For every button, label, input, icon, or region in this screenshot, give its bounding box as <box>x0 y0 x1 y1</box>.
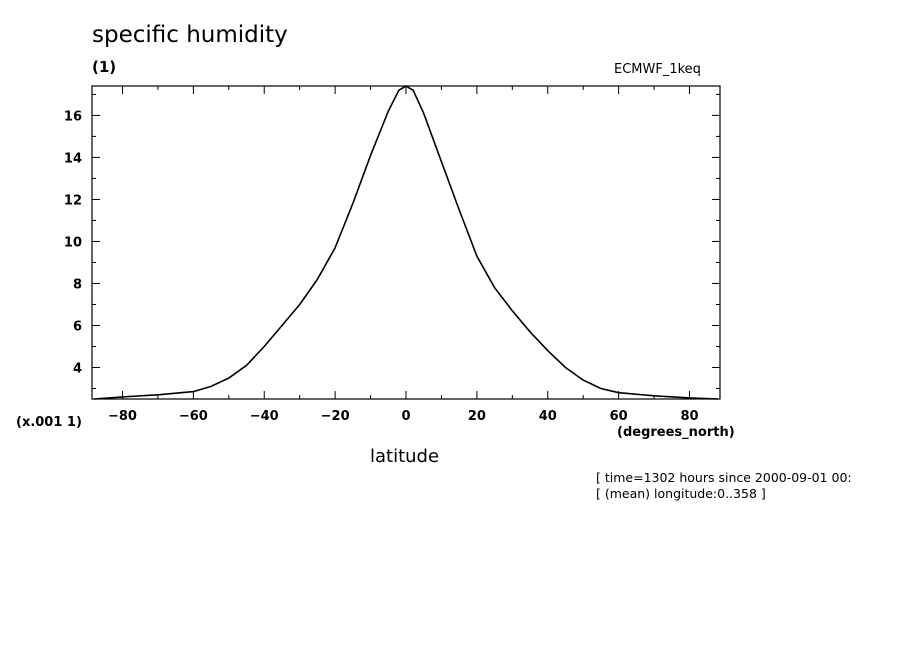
x-tick-label: 20 <box>468 409 486 424</box>
time-annotation: [ time=1302 hours since 2000-09-01 00: <box>596 470 852 485</box>
y-tick-label: 6 <box>73 319 82 334</box>
x-tick-label: 80 <box>680 409 698 424</box>
y-tick-label: 8 <box>73 277 82 292</box>
y-tick-label: 4 <box>73 361 82 376</box>
y-tick-label: 16 <box>64 109 82 124</box>
x-axis-units: (degrees_north) <box>617 425 735 440</box>
x-tick-label: 0 <box>401 409 410 424</box>
x-tick-label: 40 <box>539 409 557 424</box>
plot-frame <box>91 85 721 400</box>
chart-title: specific humidity <box>92 22 288 48</box>
source-label: ECMWF_1keq <box>614 62 701 77</box>
y-tick-label: 14 <box>64 151 82 166</box>
x-tick-label: −80 <box>108 409 137 424</box>
y-scale-note: (x.001 1) <box>16 415 82 430</box>
chart-units: (1) <box>92 58 117 76</box>
y-tick-label: 12 <box>64 193 82 208</box>
tick-marks <box>92 86 720 399</box>
x-tick-label: −20 <box>321 409 350 424</box>
x-axis-label: latitude <box>370 446 440 467</box>
longitude-annotation: [ (mean) longitude:0..358 ] <box>596 486 766 501</box>
series-line <box>94 85 718 400</box>
x-tick-label: 60 <box>610 409 628 424</box>
y-tick-label: 10 <box>64 235 82 250</box>
tick-labels: −80 −60 −40 −20 0 20 40 60 80 4 6 8 10 12 14 16 <box>64 109 699 424</box>
x-tick-label: −40 <box>250 409 279 424</box>
x-tick-label: −60 <box>179 409 208 424</box>
